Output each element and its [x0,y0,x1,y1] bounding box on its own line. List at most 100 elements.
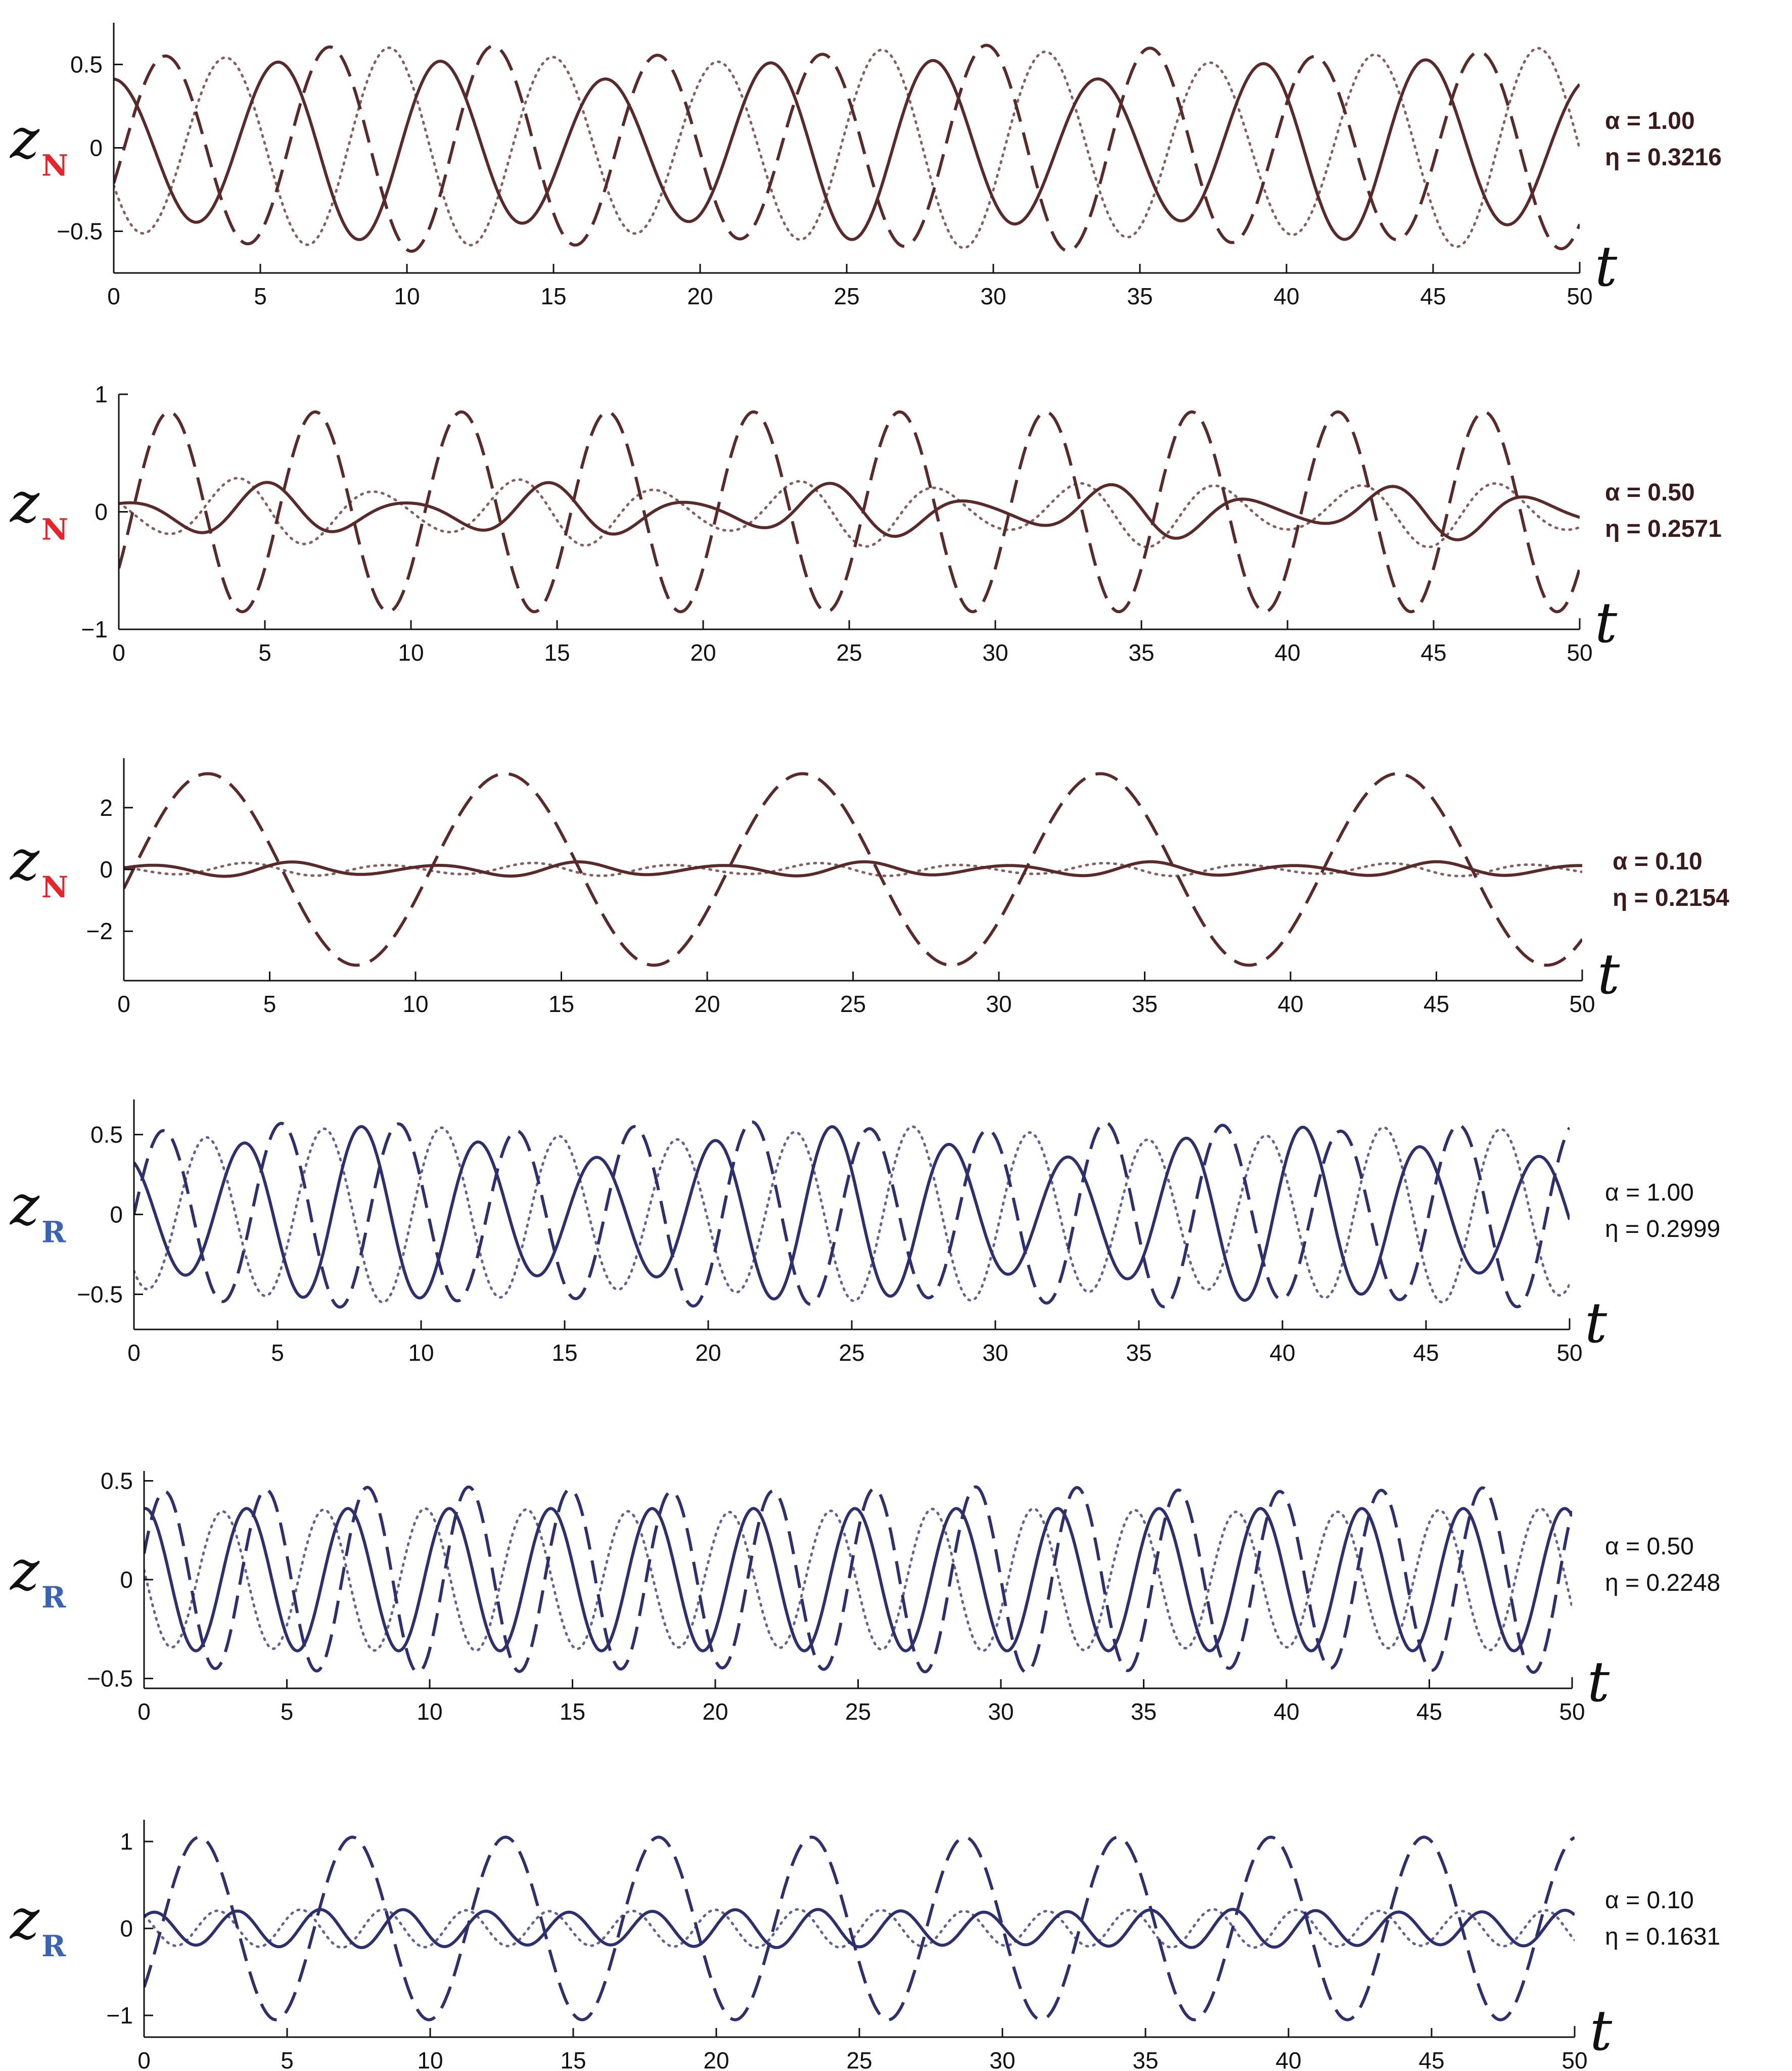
x-tick-label: 50 [1556,1340,1582,1366]
x-tick-label: 50 [1567,639,1592,666]
x-tick-label: 10 [408,1340,434,1366]
x-tick-label: 35 [1126,1340,1152,1366]
y-tick-label: −1 [107,2002,133,2029]
y-tick-label: −1 [81,616,108,642]
alpha-annotation: α = 0.10 [1613,848,1703,875]
x-tick-label: 15 [548,991,574,1017]
y-axis-label: z [9,1887,40,1952]
panel-1: 0 5 10 15 20 25 30 35 40 45 50 0.5 0 −0.5 z Nt α = 1.00 η… [9,23,1722,309]
panel-5: 0 5 10 15 20 25 30 35 40 45 500.50−0.5z Rtα = 0.50η… [9,1468,1720,1725]
y-axis-label-subscript: R [41,1580,66,1615]
x-axis-label: t [1595,590,1618,655]
series-dashed-line [144,1485,1572,1674]
y-tick-label: 2 [100,795,113,821]
x-tick-label: 30 [986,991,1012,1017]
x-tick-label: 20 [695,1340,721,1366]
x-tick-label: 35 [1128,639,1154,666]
x-tick-label: 40 [1273,1698,1299,1725]
x-tick-label: 25 [834,283,859,309]
series-dotted-line [134,1125,1570,1304]
alpha-annotation: α = 0.10 [1605,1887,1694,1914]
y-tick-label: −0.5 [87,1665,133,1691]
y-axis-label-subscript: R [41,1929,66,1963]
eta-annotation: η = 0.2571 [1605,516,1722,542]
x-tick-label: 15 [544,639,570,666]
series-dashed-line [114,43,1580,253]
y-tick-label: 0.5 [70,52,103,78]
eta-annotation: η = 0.3216 [1605,144,1722,171]
y-tick-label: 1 [120,1828,133,1855]
x-tick-label: 25 [845,1698,871,1725]
x-tick-label: 40 [1277,991,1303,1017]
x-tick-label: 0 [137,2047,151,2071]
x-tick-label: 10 [394,283,420,309]
series-solid-line [144,1908,1575,1949]
x-axis-label: t [1595,234,1618,299]
x-axis-label: t [1597,942,1620,1006]
x-tick-label: 20 [687,283,713,309]
alpha-annotation: α = 1.00 [1605,108,1695,134]
alpha-annotation: α = 0.50 [1605,479,1695,506]
x-tick-label: 5 [281,2047,294,2071]
series-dashed-line [144,1835,1575,2021]
x-tick-label: 0 [107,283,120,309]
y-axis-label-subscript: N [41,513,68,547]
x-tick-label: 0 [127,1340,141,1366]
x-tick-label: 25 [840,991,866,1017]
x-axis-label: t [1587,1649,1610,1714]
series-solid-line [119,481,1580,541]
x-tick-label: 5 [281,1698,294,1725]
series-dashed-line [134,1120,1570,1309]
y-tick-label: 0.5 [90,1122,123,1148]
series-dotted-line [144,1908,1575,1949]
eta-annotation: η = 0.2248 [1605,1570,1720,1596]
y-axis-label-subscript: N [41,149,68,183]
x-tick-label: 30 [988,1698,1014,1725]
x-tick-label: 40 [1274,639,1300,666]
y-axis-label-subscript: N [41,870,68,904]
series-dotted-line [124,861,1582,878]
x-tick-label: 50 [1569,991,1595,1017]
y-axis-label: z [9,1173,40,1238]
x-tick-label: 40 [1275,2047,1301,2071]
x-tick-label: 5 [263,991,277,1017]
y-tick-label: 0 [100,856,113,883]
eta-annotation: η = 0.2154 [1613,885,1729,911]
x-tick-label: 20 [694,991,720,1017]
x-tick-label: 50 [1561,2047,1587,2071]
x-tick-label: 45 [1418,2047,1444,2071]
y-tick-label: 0 [120,1915,133,1942]
x-tick-label: 10 [398,639,424,666]
series-dotted-line [144,1507,1572,1652]
y-axis-label: z [9,107,40,171]
series-dotted-line [114,46,1580,249]
x-tick-label: 40 [1273,283,1299,309]
x-tick-label: 35 [1132,2047,1158,2071]
x-tick-label: 15 [560,2047,586,2071]
x-tick-label: 0 [112,639,125,666]
x-tick-label: 45 [1413,1340,1439,1366]
x-tick-label: 50 [1567,283,1592,309]
y-tick-label: 1 [95,381,108,407]
y-tick-label: 0.5 [101,1468,133,1494]
x-tick-label: 5 [258,639,271,666]
x-tick-label: 40 [1269,1340,1295,1366]
x-tick-label: 35 [1131,1698,1157,1725]
x-tick-label: 30 [982,1340,1008,1366]
x-tick-label: 25 [839,1340,864,1366]
y-tick-label: −0.5 [57,218,103,245]
x-tick-label: 0 [117,991,130,1017]
y-tick-label: 0 [89,135,103,161]
x-tick-label: 30 [980,283,1006,309]
x-tick-label: 20 [702,1698,728,1725]
x-tick-label: 25 [836,639,862,666]
series-dashed-line [124,772,1582,967]
panel-4: 0 5 10 15 20 25 30 35 40 45 50 0.5 0 −0.5 z Rt α = 1.00 η… [9,1099,1720,1366]
y-axis-label-subscript: R [41,1215,66,1250]
x-tick-label: 10 [417,2047,443,2071]
eta-annotation: η = 0.2999 [1605,1216,1720,1242]
x-tick-label: 45 [1416,1698,1442,1725]
series-solid-line [134,1125,1570,1302]
